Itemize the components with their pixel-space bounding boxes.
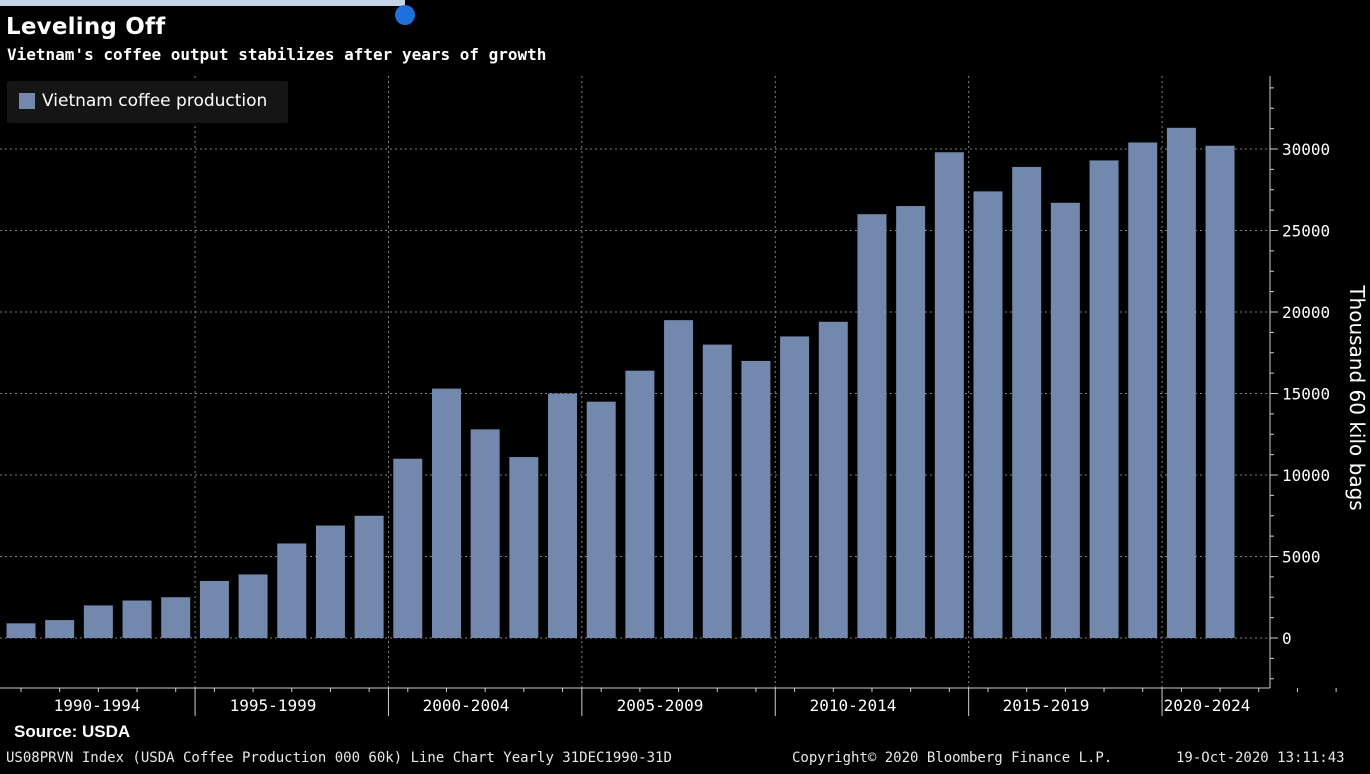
bar: [741, 360, 771, 638]
bar: [431, 388, 461, 638]
bar: [1012, 166, 1042, 638]
source-note: Source: USDA: [14, 722, 131, 741]
bar: [238, 574, 268, 638]
top-progress-bar: [0, 0, 405, 6]
bar: [45, 620, 75, 638]
y-tick-label: 30000: [1282, 140, 1330, 159]
bar: [934, 152, 964, 638]
bar: [1050, 202, 1080, 639]
legend-label: Vietnam coffee production: [42, 91, 268, 111]
y-tick-label: 25000: [1282, 222, 1330, 241]
y-tick-label: 20000: [1282, 303, 1330, 322]
x-tick-label: 2010-2014: [810, 696, 897, 715]
footer-copyright: Copyright© 2020 Bloomberg Finance L.P.: [792, 750, 1113, 766]
bar: [702, 344, 732, 638]
y-tick-label: 5000: [1282, 548, 1321, 567]
x-tick-label: 2005-2009: [617, 696, 704, 715]
bar: [586, 401, 616, 638]
bar: [277, 543, 307, 638]
y-tick-label: 15000: [1282, 385, 1330, 404]
bar: [780, 336, 810, 638]
bar: [1089, 160, 1119, 638]
bar: [1166, 127, 1196, 638]
x-tick-label: 2015-2019: [1003, 696, 1090, 715]
footer-timestamp: 19-Oct-2020 13:11:43: [1176, 750, 1345, 766]
x-tick-label: 2000-2004: [423, 696, 510, 715]
x-tick-label: 1995-1999: [230, 696, 317, 715]
bar: [315, 525, 345, 638]
top-progress-handle[interactable]: [395, 5, 415, 25]
bar: [354, 515, 384, 638]
y-axis-label: Thousand 60 kilo bags: [1345, 284, 1369, 510]
bar: [509, 457, 539, 638]
bar: [664, 320, 694, 638]
x-tick-label: 2020-2024: [1164, 696, 1251, 715]
bar: [1128, 142, 1158, 639]
legend-swatch: [19, 93, 35, 109]
y-tick-label: 0: [1282, 629, 1292, 648]
bar: [896, 206, 926, 639]
bar: [1205, 145, 1235, 639]
bar: [161, 597, 191, 638]
chart-subtitle: Vietnam's coffee output stabilizes after…: [7, 45, 547, 64]
x-tick-label: 1990-1994: [54, 696, 141, 715]
bar: [548, 393, 578, 638]
bar: [857, 214, 887, 638]
bar: [818, 321, 848, 638]
footer-index: US08PRVN Index (USDA Coffee Production 0…: [6, 750, 672, 766]
bar: [83, 605, 113, 638]
chart-title: Leveling Off: [6, 14, 166, 40]
legend: Vietnam coffee production: [7, 81, 288, 123]
bar: [122, 600, 152, 638]
bar: [6, 623, 36, 638]
bar: [973, 191, 1003, 638]
bar: [625, 370, 655, 638]
bar: [470, 429, 500, 638]
bar: [199, 580, 229, 638]
bar: [393, 458, 423, 638]
y-tick-label: 10000: [1282, 466, 1330, 485]
